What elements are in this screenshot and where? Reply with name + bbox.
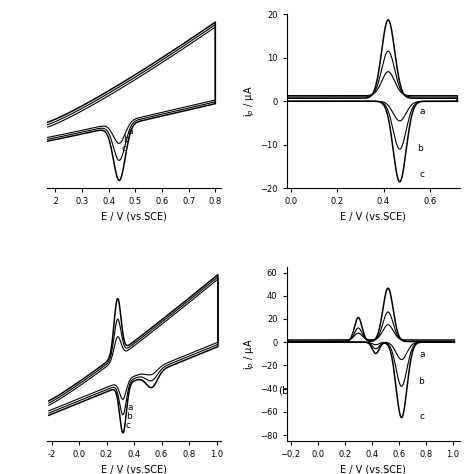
X-axis label: E / V (vs.SCE): E / V (vs.SCE) bbox=[340, 465, 406, 474]
X-axis label: E / V (vs.SCE): E / V (vs.SCE) bbox=[101, 465, 167, 474]
Text: c: c bbox=[419, 412, 424, 421]
Text: b: b bbox=[123, 135, 129, 144]
Y-axis label: i$_p$ / μA: i$_p$ / μA bbox=[243, 338, 257, 370]
Text: b: b bbox=[126, 411, 131, 420]
X-axis label: E / V (vs.SCE): E / V (vs.SCE) bbox=[101, 212, 167, 222]
Text: (b): (b) bbox=[278, 386, 292, 396]
Text: b: b bbox=[417, 145, 423, 154]
Text: a: a bbox=[419, 107, 425, 116]
Y-axis label: i$_p$ / μA: i$_p$ / μA bbox=[243, 85, 257, 117]
X-axis label: E / V (vs.SCE): E / V (vs.SCE) bbox=[340, 212, 406, 222]
Text: c: c bbox=[121, 144, 127, 153]
Text: a: a bbox=[420, 350, 425, 359]
Text: b: b bbox=[419, 377, 424, 386]
Text: a: a bbox=[128, 403, 133, 412]
Text: c: c bbox=[125, 420, 130, 429]
Text: a: a bbox=[128, 128, 133, 137]
Text: c: c bbox=[419, 171, 424, 180]
